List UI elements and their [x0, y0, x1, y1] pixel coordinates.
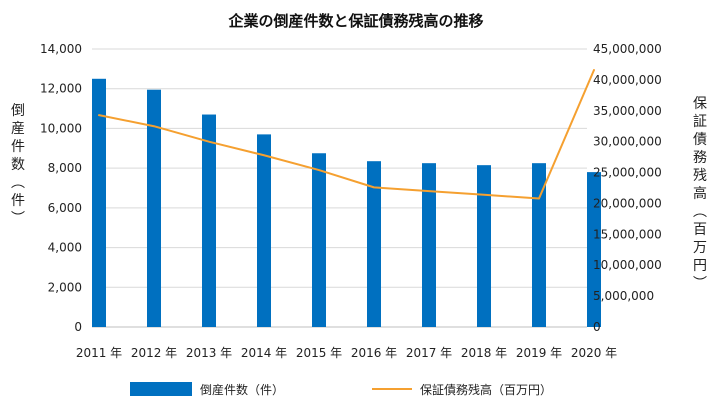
right-tick-label: 40,000,000	[593, 73, 662, 87]
x-tick-label: 2011 年	[76, 346, 122, 360]
left-axis-ticks: 0 2,000 4,000 6,000 8,000 10,000 12,000 14,000	[40, 42, 82, 334]
gridlines	[92, 48, 587, 328]
bar	[367, 161, 381, 327]
x-tick-label: 2012 年	[131, 346, 177, 360]
x-tick-label: 2015 年	[296, 346, 342, 360]
x-tick-label: 2020 年	[571, 346, 617, 360]
x-tick-label: 2013 年	[186, 346, 232, 360]
bar	[312, 153, 326, 327]
right-tick-label: 45,000,000	[593, 42, 662, 56]
left-axis-title: 倒産件数︵件︶	[11, 103, 25, 227]
left-tick-label: 2,000	[48, 280, 82, 294]
right-tick-label: 0	[593, 320, 601, 334]
left-tick-label: 10,000	[40, 121, 82, 135]
right-tick-label: 25,000,000	[593, 166, 662, 180]
legend-bar-swatch	[130, 382, 192, 396]
left-axis-label: 倒産件数︵件︶	[11, 103, 25, 227]
left-tick-label: 8,000	[48, 161, 82, 175]
bar	[147, 89, 161, 327]
legend: 倒産件数（件） 保証債務残高（百万円）	[130, 382, 552, 397]
right-tick-label: 20,000,000	[593, 196, 662, 210]
right-tick-label: 35,000,000	[593, 104, 662, 118]
left-tick-label: 0	[74, 320, 82, 334]
left-tick-label: 12,000	[40, 82, 82, 96]
legend-bar-label: 倒産件数（件）	[200, 382, 284, 397]
left-tick-label: 6,000	[48, 201, 82, 215]
right-axis-ticks: 0 5,000,000 10,000,000 15,000,000 20,000,000…	[593, 42, 662, 334]
x-tick-label: 2016 年	[351, 346, 397, 360]
bar	[92, 78, 106, 328]
chart-title: 企業の倒産件数と保証債務残高の推移	[227, 12, 483, 30]
right-axis-label: 保証債務残高︵百万円︶	[693, 96, 707, 292]
right-tick-label: 30,000,000	[593, 135, 662, 149]
bar	[257, 134, 271, 327]
bar-series	[92, 78, 601, 328]
x-tick-label: 2019 年	[516, 346, 562, 360]
right-tick-label: 10,000,000	[593, 258, 662, 272]
series-line	[98, 69, 595, 200]
right-axis-title: 保証債務残高︵百万円︶	[693, 96, 707, 292]
line-series	[98, 69, 595, 200]
x-axis-ticks: 2011 年 2012 年 2013 年 2014 年 2015 年 2016 年 2017…	[76, 346, 617, 360]
x-tick-label: 2017 年	[406, 346, 452, 360]
right-tick-label: 5,000,000	[593, 289, 654, 303]
legend-line-label: 保証債務残高（百万円）	[420, 382, 552, 397]
bar	[587, 172, 601, 327]
x-tick-label: 2018 年	[461, 346, 507, 360]
bar	[532, 163, 546, 327]
left-tick-label: 14,000	[40, 42, 82, 56]
bar	[202, 114, 216, 328]
x-tick-label: 2014 年	[241, 346, 287, 360]
right-tick-label: 15,000,000	[593, 227, 662, 241]
left-tick-label: 4,000	[48, 241, 82, 255]
bar	[477, 165, 491, 327]
bar	[422, 163, 436, 327]
